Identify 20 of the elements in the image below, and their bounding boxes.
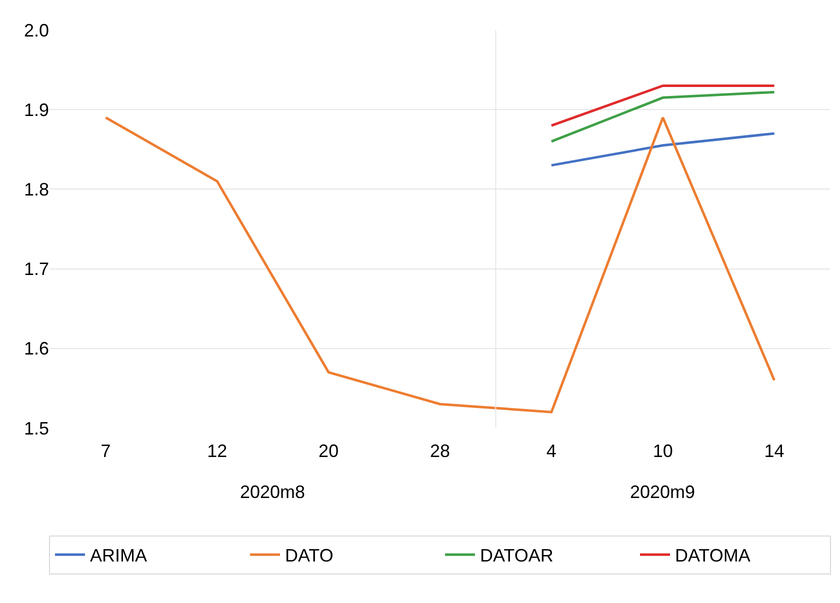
legend-label: ARIMA [90,546,148,566]
x-tick-label: 10 [652,441,673,461]
text: 2020m9 [630,482,696,502]
y-tick-label: 1.7 [24,259,49,280]
x-tick-label: 4 [546,441,556,461]
legend-label: DATO [285,546,334,566]
legend-label: DATOAR [480,546,554,566]
y-tick-label: 1.9 [24,100,49,120]
x-tick-label: 7 [100,441,111,461]
legend-label: DATOMA [675,546,750,566]
y-tick-label: 1.6 [24,338,49,359]
x-tick-label: 28 [430,441,450,461]
x-tick-label: 12 [207,441,228,461]
x-tick-label: 20 [318,441,339,461]
line-series [104,116,776,414]
y-tick-label: 1.5 [24,418,49,438]
y-tick-label: 2.0 [24,20,49,40]
x-tick-label: 14 [764,441,784,461]
text: 2020m8 [240,482,306,502]
y-tick-label: 1.8 [24,180,49,200]
